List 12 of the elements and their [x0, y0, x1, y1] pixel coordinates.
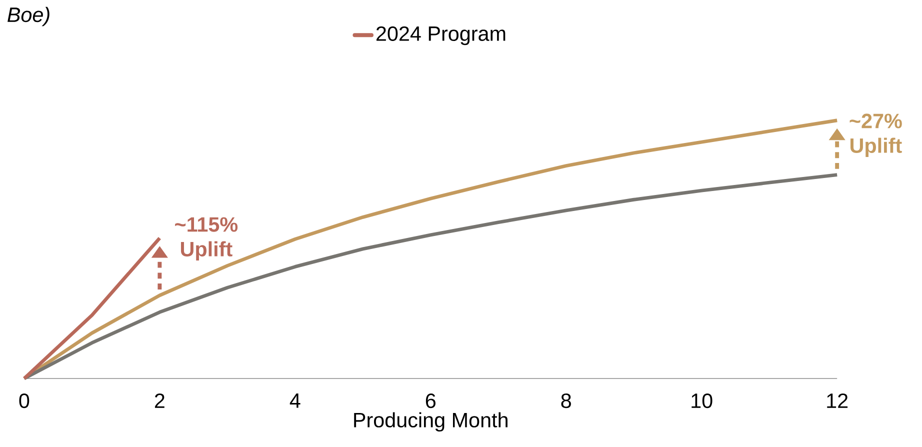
text: Boe) [8, 7, 50, 26]
annotation: ~115% Uplift [175, 217, 238, 261]
x-tick-label: 12 [827, 394, 848, 408]
x-tick-label: 2 [154, 394, 164, 408]
annotation: ~27% Uplift [850, 114, 902, 158]
x-tick-label: 4 [290, 394, 300, 408]
x-tick-label: 8 [561, 394, 571, 408]
x-tick-label: 0 [19, 394, 30, 408]
x-tick-label: 10 [692, 394, 712, 408]
legend-label: 2024 Program [376, 26, 506, 46]
x-axis-title: Producing Month [354, 412, 508, 432]
x-tick-label: 6 [426, 394, 436, 408]
